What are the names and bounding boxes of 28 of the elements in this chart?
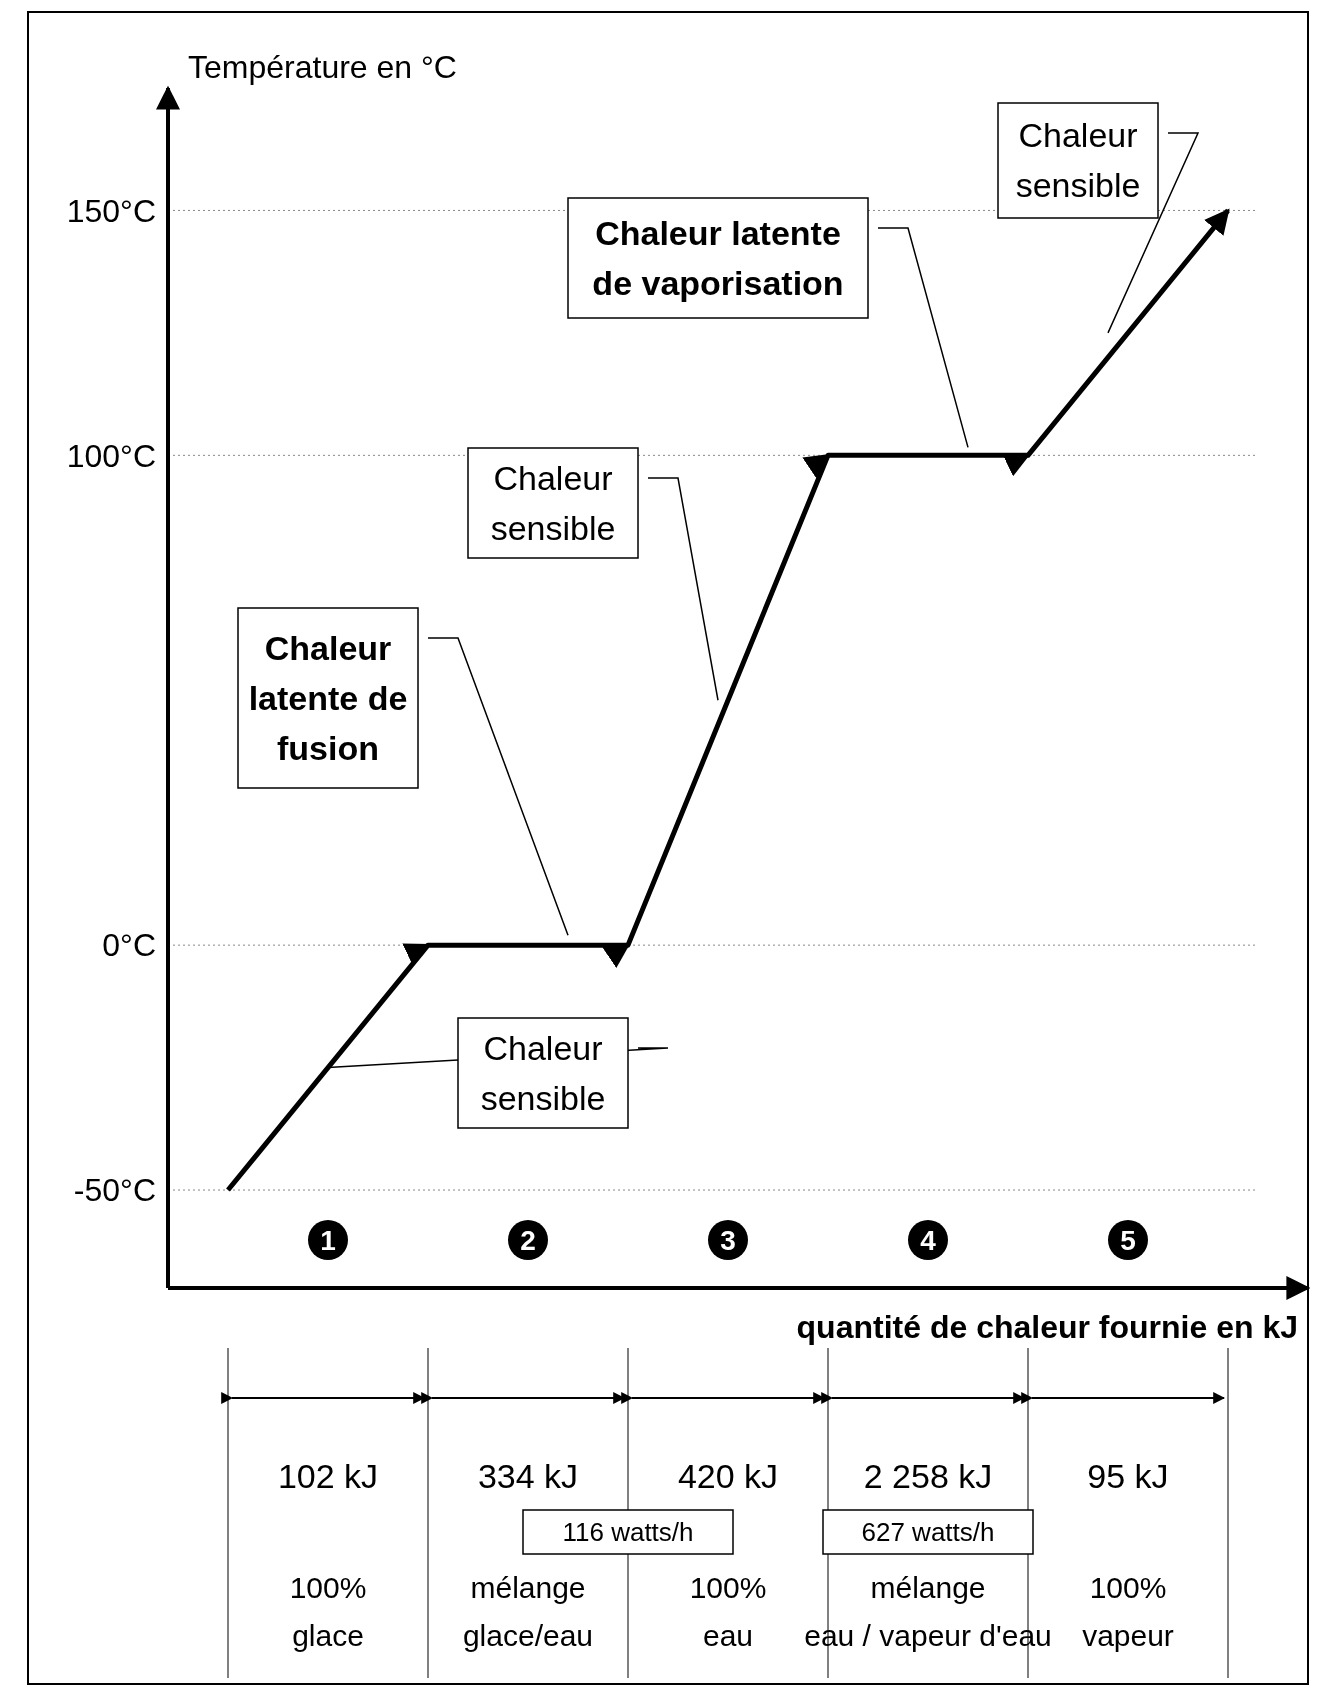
annotation: Chaleur latente de vaporisation	[592, 213, 844, 302]
annotation: 3	[720, 1224, 736, 1256]
y-axis-title: Température en °C	[188, 49, 457, 85]
text: 100% eau	[689, 1571, 767, 1652]
annotation: 2	[520, 1224, 536, 1256]
text: 334 kJ	[477, 1457, 579, 1495]
text: 100% glace	[289, 1571, 367, 1652]
y-tick-label: -50°C	[73, 1172, 156, 1209]
text: 2 258 kJ	[863, 1457, 993, 1495]
text: 95 kJ	[1087, 1457, 1169, 1495]
text: 116 watts/h	[562, 1517, 694, 1548]
annotation: Chaleur sensible	[1015, 116, 1141, 205]
x-axis-title: quantité de chaleur fournie en kJ	[796, 1309, 1298, 1345]
text: mélange eau / vapeur d'eau	[804, 1571, 1052, 1652]
annotation: 4	[920, 1224, 937, 1256]
annotation: 1	[320, 1224, 336, 1256]
text: 627 watts/h	[861, 1517, 995, 1548]
text: 100% vapeur	[1082, 1571, 1174, 1652]
annotation: Chaleur latente de fusion	[248, 628, 408, 767]
text: 420 kJ	[677, 1457, 779, 1495]
text: mélange glace/eau	[462, 1571, 594, 1652]
y-tick-label: 0°C	[102, 927, 156, 964]
y-tick-label: 150°C	[66, 192, 156, 229]
annotation: Chaleur sensible	[490, 458, 616, 547]
annotation: 5	[1120, 1224, 1136, 1256]
annotation: Chaleur sensible	[480, 1028, 606, 1117]
y-tick-label: 100°C	[66, 437, 156, 474]
text: 102 kJ	[277, 1457, 379, 1495]
